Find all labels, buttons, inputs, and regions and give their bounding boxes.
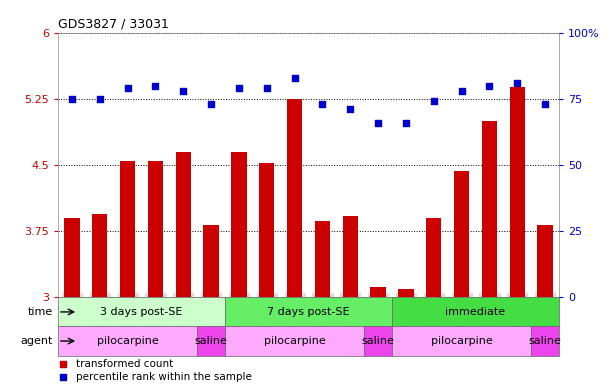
- Bar: [203, 225, 219, 297]
- Text: pilocarpine: pilocarpine: [264, 336, 326, 346]
- Bar: [364, 326, 392, 356]
- Point: [178, 88, 188, 94]
- Point: [318, 101, 327, 107]
- Text: time: time: [27, 307, 53, 317]
- Bar: [232, 152, 247, 297]
- Point: [58, 374, 68, 380]
- Point: [290, 74, 299, 81]
- Bar: [398, 288, 414, 297]
- Bar: [148, 161, 163, 297]
- Bar: [287, 99, 302, 297]
- Point: [262, 85, 272, 91]
- Bar: [120, 161, 135, 297]
- Bar: [315, 220, 330, 297]
- Bar: [370, 287, 386, 297]
- Point: [67, 96, 77, 102]
- Text: saline: saline: [529, 336, 562, 346]
- Bar: [225, 297, 392, 326]
- Text: saline: saline: [362, 336, 395, 346]
- Point: [513, 80, 522, 86]
- Point: [429, 98, 439, 104]
- Bar: [92, 214, 108, 297]
- Point: [95, 96, 104, 102]
- Text: percentile rank within the sample: percentile rank within the sample: [76, 372, 252, 382]
- Bar: [58, 326, 197, 356]
- Point: [485, 83, 494, 89]
- Text: transformed count: transformed count: [76, 359, 173, 369]
- Bar: [426, 218, 442, 297]
- Bar: [482, 121, 497, 297]
- Point: [123, 85, 133, 91]
- Point: [457, 88, 467, 94]
- Text: saline: saline: [195, 336, 227, 346]
- Bar: [392, 326, 531, 356]
- Text: agent: agent: [21, 336, 53, 346]
- Text: 7 days post-SE: 7 days post-SE: [267, 307, 350, 317]
- Text: GDS3827 / 33031: GDS3827 / 33031: [58, 17, 169, 30]
- Bar: [175, 152, 191, 297]
- Bar: [64, 218, 79, 297]
- Point: [58, 361, 68, 367]
- Point: [234, 85, 244, 91]
- Point: [540, 101, 550, 107]
- Bar: [225, 326, 364, 356]
- Bar: [531, 326, 559, 356]
- Text: pilocarpine: pilocarpine: [97, 336, 158, 346]
- Bar: [392, 297, 559, 326]
- Bar: [197, 326, 225, 356]
- Bar: [538, 225, 553, 297]
- Bar: [454, 171, 469, 297]
- Text: 3 days post-SE: 3 days post-SE: [100, 307, 183, 317]
- Text: immediate: immediate: [445, 307, 506, 317]
- Bar: [58, 297, 225, 326]
- Point: [401, 119, 411, 126]
- Bar: [343, 216, 358, 297]
- Point: [150, 83, 160, 89]
- Point: [345, 106, 355, 113]
- Text: pilocarpine: pilocarpine: [431, 336, 492, 346]
- Bar: [259, 163, 274, 297]
- Point: [373, 119, 383, 126]
- Point: [207, 101, 216, 107]
- Bar: [510, 87, 525, 297]
